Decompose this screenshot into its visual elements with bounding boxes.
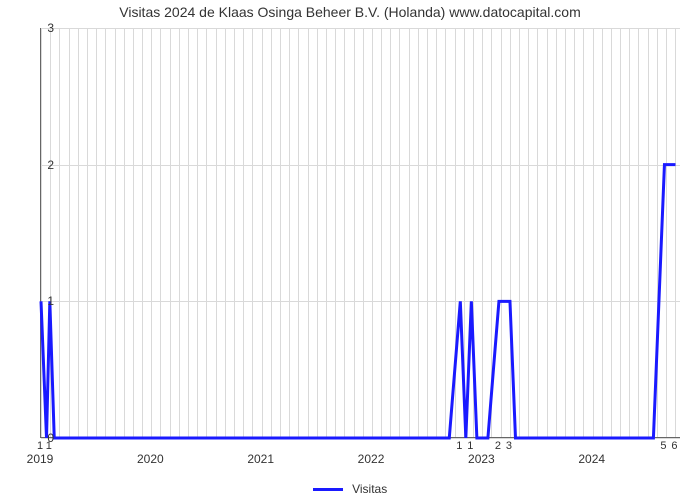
legend: Visitas xyxy=(0,482,700,496)
data-point-label: 1 xyxy=(37,440,43,452)
chart-container: Visitas 2024 de Klaas Osinga Beheer B.V.… xyxy=(0,0,700,500)
x-tick-label: 2023 xyxy=(468,452,495,466)
x-tick-label: 2020 xyxy=(137,452,164,466)
y-tick-label: 1 xyxy=(24,294,54,308)
x-tick-label: 2022 xyxy=(358,452,385,466)
legend-label: Visitas xyxy=(352,482,387,496)
data-point-label: 6 xyxy=(671,440,677,452)
data-point-label: 2 xyxy=(495,440,501,452)
x-tick-label: 2021 xyxy=(247,452,274,466)
legend-swatch xyxy=(313,488,343,491)
data-point-label: 1 xyxy=(456,440,462,452)
chart-title: Visitas 2024 de Klaas Osinga Beheer B.V.… xyxy=(0,4,700,20)
data-point-label: 5 xyxy=(660,440,666,452)
y-tick-label: 3 xyxy=(24,21,54,35)
x-tick-label: 2024 xyxy=(578,452,605,466)
plot-area xyxy=(40,28,680,438)
series-line xyxy=(41,28,681,438)
data-point-label: 1 xyxy=(467,440,473,452)
data-point-label: 1 xyxy=(46,440,52,452)
x-tick-label: 2019 xyxy=(27,452,54,466)
y-tick-label: 2 xyxy=(24,158,54,172)
data-point-label: 3 xyxy=(506,440,512,452)
